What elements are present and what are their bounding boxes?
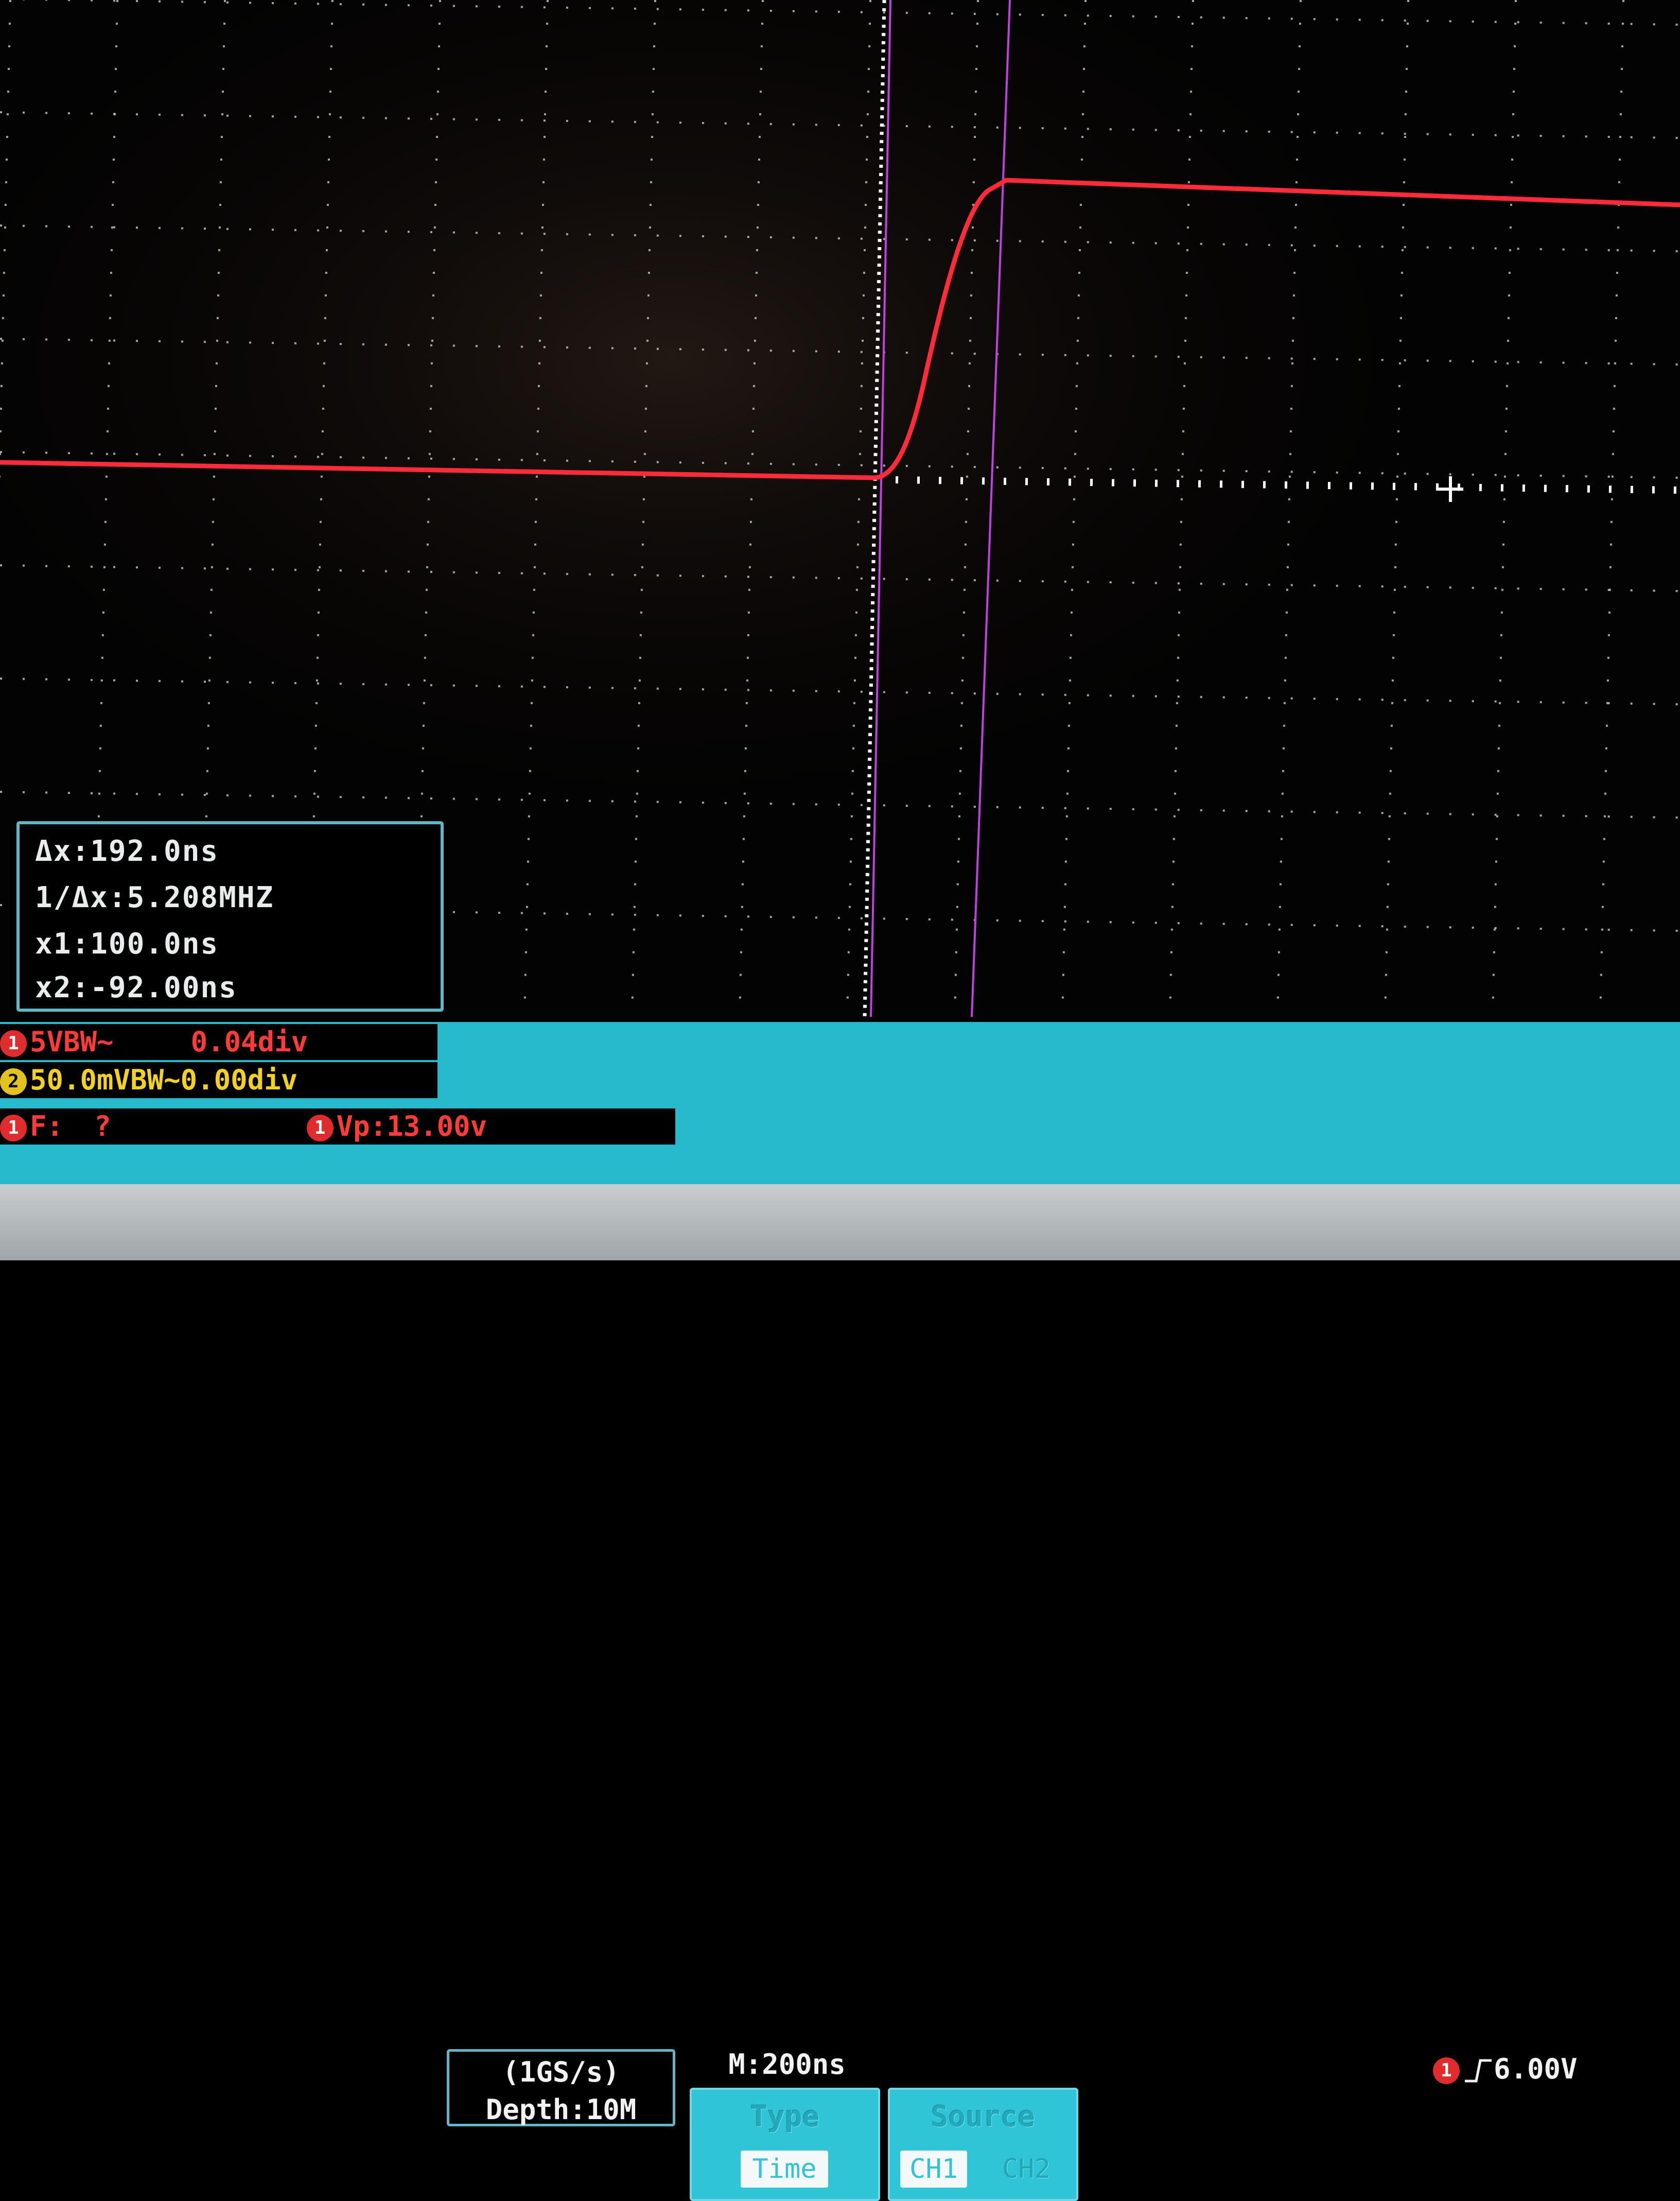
source-option-ch2[interactable]: CH2 (1002, 2154, 1051, 2185)
ch1-badge: 1 (0, 1030, 27, 1058)
ch1-waveform-trace (0, 178, 1680, 480)
ch2-status[interactable]: 2 50.0mVBW~0.00div (0, 1062, 437, 1098)
inverse-delta-x-readout: 1/Δx:5.208MHZ (35, 881, 274, 914)
menu-source-title: Source (931, 2100, 1036, 2134)
vp-channel-badge: 1 (306, 1115, 334, 1142)
menu-type-softkey[interactable]: Type Time (690, 2088, 880, 2201)
freq-label: F: (30, 1110, 64, 1142)
ch2-scale: 50.0mVBW~0.00div (30, 1064, 298, 1096)
rising-edge-icon (1465, 2059, 1492, 2083)
center-axis (895, 476, 1680, 494)
freq-value: ? (94, 1110, 111, 1142)
oscilloscope-screen: Δx:192.0ns 1/Δx:5.208MHZ x1:100.0ns x2:-… (0, 0, 1680, 1022)
ch2-badge: 2 (0, 1068, 27, 1096)
memory-depth: Depth:10M (485, 2093, 637, 2126)
status-panel: 1 5VBW~ 0.04div 2 50.0mVBW~0.00div 1 F:? 1 Vp:… (0, 1022, 1680, 2201)
menu-source-softkey[interactable]: Source CH1 CH2 (888, 2088, 1078, 2201)
timebase-readout[interactable]: M:200ns (679, 2049, 895, 2080)
vp-value: Vp:13.00v (336, 1110, 487, 1142)
ch1-offset: 0.04div (190, 1026, 308, 1058)
device-bezel (0, 1184, 1680, 1260)
cursor-x2-line[interactable] (971, 0, 1011, 1017)
center-axis-ticks (895, 476, 1680, 494)
trigger-level: 6.00V (1494, 2053, 1578, 2085)
type-option-time[interactable]: Time (741, 2151, 828, 2188)
trigger-status[interactable]: 1 6.00V (1426, 2053, 1680, 2086)
acquisition-info: (1GS/s) Depth:10M (447, 2049, 675, 2126)
x2-readout: x2:-92.00ns (35, 971, 237, 1004)
trigger-channel-badge: 1 (1433, 2057, 1460, 2085)
x1-readout: x1:100.0ns (35, 927, 219, 961)
cursor-measurement-box: Δx:192.0ns 1/Δx:5.208MHZ x1:100.0ns x2:-… (16, 821, 444, 1012)
measurement-row: 1 F:? 1 Vp:13.00v (0, 1108, 675, 1145)
sample-rate: (1GS/s) (502, 2056, 620, 2088)
cursor-x1-line[interactable] (870, 0, 891, 1017)
ch1-status[interactable]: 1 5VBW~ 0.04div (0, 1024, 437, 1060)
menu-type-title: Type (750, 2100, 820, 2134)
freq-channel-badge: 1 (0, 1115, 27, 1142)
source-option-ch1[interactable]: CH1 (900, 2151, 967, 2188)
delta-x-readout: Δx:192.0ns (35, 835, 219, 868)
ch1-scale: 5VBW~ (30, 1026, 114, 1058)
crosshair-marker (1438, 476, 1463, 502)
